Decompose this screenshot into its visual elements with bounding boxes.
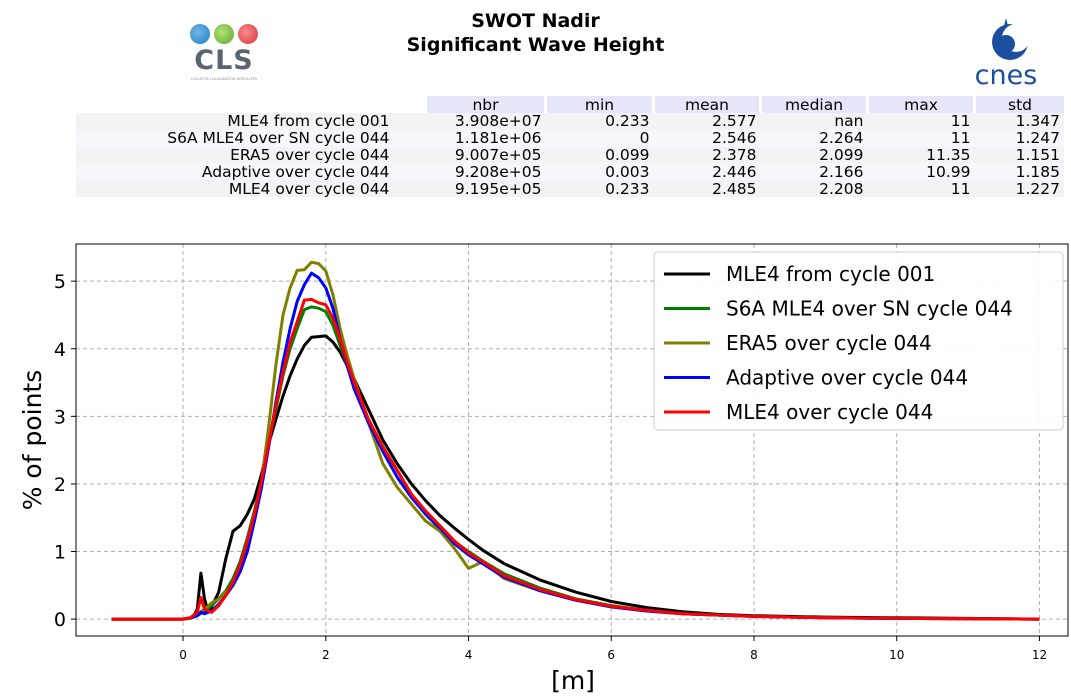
y-tick-label: 3 [54,406,66,428]
cls-logo-dot-blue [190,24,210,44]
stats-cell-median: 2.099 [760,146,868,164]
stats-cell-nbr: 9.007e+05 [425,146,546,164]
cls-logo-dot-red [238,24,258,44]
stats-cell-median: nan [760,113,868,130]
chart-title-line2: Significant Wave Height [406,34,665,56]
stats-cell-median: 2.208 [760,180,868,197]
stats-header-nbr: nbr [425,96,547,113]
y-tick-label: 4 [54,339,66,361]
stats-cell-std: 1.227 [974,180,1064,197]
x-tick-label: 10 [889,648,904,662]
stats-cell-max: 11 [867,129,975,147]
stats-row-label: Adaptive over cycle 044 [76,163,426,181]
stats-cell-nbr: 1.181e+06 [425,129,546,147]
chart-title-line1: SWOT Nadir [471,10,600,32]
stats-row-label: S6A MLE4 over SN cycle 044 [76,129,426,147]
stats-header-row: nbr min mean median max std [76,96,1064,113]
stats-cell-median: 2.264 [760,129,868,147]
stats-row: S6A MLE4 over SN cycle 044 1.181e+06 0 2… [76,129,1064,147]
cls-logo: CLS COLLECTE LOCALISATION SATELLITES [188,24,260,84]
stats-cell-nbr: 9.195e+05 [425,180,546,197]
legend-label: S6A MLE4 over SN cycle 044 [726,297,1013,321]
stats-cell-std: 1.347 [974,113,1064,130]
legend-label: MLE4 from cycle 001 [726,262,935,286]
y-tick-label: 5 [54,271,66,293]
stats-header-min: min [545,96,655,113]
stats-cell-max: 10.99 [867,163,975,181]
cnes-logo-mark [992,18,1030,60]
stats-row-label: MLE4 from cycle 001 [76,113,426,130]
cls-logo-subtitle: COLLECTE LOCALISATION SATELLITES [191,77,257,81]
stats-row: MLE4 from cycle 001 3.908e+07 0.233 2.57… [76,113,1064,130]
legend-label: MLE4 over cycle 044 [726,400,933,424]
stats-row-label: MLE4 over cycle 044 [76,180,426,197]
legend-label: ERA5 over cycle 044 [726,331,932,355]
stats-row: Adaptive over cycle 044 9.208e+05 0.003 … [76,163,1064,181]
x-tick-label: 12 [1032,648,1047,662]
stats-cell-mean: 2.446 [653,163,761,181]
stats-header-mean: mean [653,96,762,113]
stats-cell-max: 11 [867,113,975,130]
x-tick-label: 0 [179,648,187,662]
y-tick-label: 0 [54,609,66,631]
stats-cell-mean: 2.546 [653,129,761,147]
stats-header-median: median [760,96,869,113]
stats-row: ERA5 over cycle 044 9.007e+05 0.099 2.37… [76,146,1064,164]
stats-header-blank [76,96,427,113]
stats-cell-nbr: 9.208e+05 [425,163,546,181]
stats-header-max: max [867,96,976,113]
x-tick-label: 6 [607,648,615,662]
stats-cell-std: 1.247 [974,129,1064,147]
stats-cell-min: 0.003 [545,163,654,181]
stats-cell-mean: 2.485 [653,180,761,197]
plot-frame [75,243,1069,637]
y-tick-label: 2 [54,474,66,496]
x-tick-label: 4 [465,648,473,662]
cls-logo-text: CLS [194,45,254,76]
y-tick-label: 1 [54,542,66,564]
stats-cell-mean: 2.577 [653,113,761,130]
stats-row-label: ERA5 over cycle 044 [76,146,426,164]
stats-cell-min: 0.099 [545,146,654,164]
stats-cell-min: 0.233 [545,180,654,197]
stats-table: nbr min mean median max std MLE4 from cy… [76,96,1064,197]
stats-header-std: std [974,96,1064,113]
stats-cell-min: 0.233 [545,113,654,130]
cnes-logo-text: cnes [974,60,1038,91]
x-tick-label: 8 [750,648,758,662]
legend-label: Adaptive over cycle 044 [726,366,968,390]
stats-cell-std: 1.185 [974,163,1064,181]
y-axis-label: % of points [18,370,47,511]
series-line [111,297,1040,621]
stats-cell-max: 11 [867,180,975,197]
stats-cell-max: 11.35 [867,146,975,164]
x-tick-label: 2 [322,648,330,662]
stats-cell-min: 0 [545,129,654,147]
stats-cell-mean: 2.378 [653,146,761,164]
stats-cell-std: 1.151 [974,146,1064,164]
stats-cell-nbr: 3.908e+07 [425,113,546,130]
legend-box [653,251,1064,431]
stats-cell-median: 2.166 [760,163,868,181]
cnes-logo: cnes [966,16,1046,90]
stats-row: MLE4 over cycle 044 9.195e+05 0.233 2.48… [76,180,1064,197]
cls-logo-dot-green [214,24,234,44]
x-axis-label: [m] [551,666,595,695]
